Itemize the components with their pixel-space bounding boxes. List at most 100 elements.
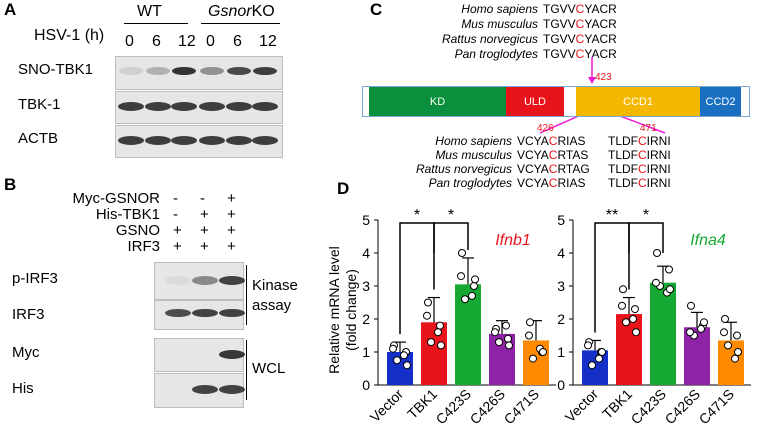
data-point	[595, 354, 603, 363]
blot-label-irf3: IRF3	[12, 306, 45, 323]
kinase-bracket	[246, 265, 247, 325]
panel-b-label: B	[4, 175, 17, 194]
species-label: Rattus norvegicus	[415, 162, 512, 176]
condition-sign: +	[200, 206, 209, 223]
data-point	[720, 328, 728, 337]
panel-d-label: D	[337, 179, 350, 198]
x-tick-label: Vector	[562, 386, 602, 426]
y-tick-label: 4	[362, 245, 370, 261]
chart-title: Ifna4	[690, 232, 726, 249]
band-tbk1	[118, 102, 144, 111]
significance-label: **	[606, 207, 618, 224]
condition-label: Myc-GSNOR	[72, 190, 161, 207]
data-point	[424, 298, 432, 307]
sequence-text: VCYACRTAS	[517, 148, 589, 162]
species-label: Mus musculus	[435, 148, 512, 162]
data-point	[622, 318, 630, 327]
data-point	[525, 331, 533, 340]
condition-label: GSNO	[115, 222, 160, 239]
domain-kd: KD	[369, 87, 506, 116]
band-p-irf3	[165, 276, 191, 285]
data-point	[458, 249, 466, 257]
bar	[523, 340, 549, 385]
data-point	[457, 272, 465, 281]
wt-header: WT	[137, 3, 162, 20]
data-point	[539, 348, 547, 356]
domain-ccd1: CCD1	[576, 87, 700, 116]
timepoint-label: 6	[233, 33, 242, 50]
timepoint-label: 6	[152, 33, 161, 50]
condition-sign: -	[200, 190, 205, 207]
data-point	[618, 301, 626, 310]
data-point	[631, 305, 639, 314]
data-point	[470, 282, 478, 290]
y-tick-label: 1	[557, 344, 565, 360]
condition-sign: +	[200, 238, 209, 255]
species-label: Rattus norvegicus	[441, 32, 538, 46]
x-tick-label: C426S	[662, 386, 704, 428]
blot-label-actb: ACTB	[18, 130, 59, 147]
y-tick-label: 2	[362, 311, 370, 327]
condition-sign: +	[173, 222, 182, 239]
sequence-text: VCYACRIAS	[517, 134, 586, 148]
data-point	[504, 334, 512, 343]
species-label: Homo sapiens	[435, 134, 512, 148]
data-point	[598, 348, 606, 356]
y-tick-label: 5	[362, 212, 370, 228]
data-point	[491, 328, 499, 337]
band-sno-tbk1	[200, 67, 224, 75]
y-tick-label: 0	[557, 377, 565, 393]
band-sno-tbk1	[172, 67, 196, 75]
y-tick-label: 0	[362, 377, 370, 393]
data-point	[495, 338, 503, 347]
band-his	[219, 385, 245, 394]
data-point	[393, 356, 401, 365]
band-his	[192, 385, 218, 394]
sequence-text: TLDFCIRNI	[608, 148, 671, 162]
band-sno-tbk1	[227, 67, 251, 75]
timepoint-label: 12	[178, 33, 196, 50]
data-point	[403, 361, 411, 370]
kinase-label: Kinase	[252, 277, 298, 294]
site-471: 471	[640, 123, 657, 134]
data-point	[686, 328, 694, 337]
band-p-irf3	[192, 276, 218, 285]
panel-a-label: A	[4, 0, 17, 19]
significance-bracket	[628, 222, 664, 290]
blot-label-sno-tbk1: SNO-TBK1	[18, 61, 94, 78]
data-point	[666, 285, 674, 294]
bar	[616, 314, 642, 385]
band-myc	[219, 350, 245, 359]
condition-label: His-TBK1	[95, 206, 160, 223]
y-tick-label: 3	[362, 278, 370, 294]
species-label: Homo sapiens	[461, 2, 538, 16]
y-tick-label: 2	[557, 311, 565, 327]
condition-sign: -	[173, 206, 178, 223]
domain-uld: ULD	[506, 87, 564, 116]
species-label: Pan troglodytes	[428, 176, 512, 190]
data-point	[721, 315, 729, 323]
y-tick-label: 4	[557, 245, 565, 261]
wcl-label: WCL	[252, 360, 286, 377]
sequence-text: TLDFCIRNI	[608, 134, 671, 148]
chart-title: Ifnb1	[495, 232, 531, 249]
sequence-text: TLDFCIRNI	[608, 162, 671, 176]
significance-bracket	[433, 222, 469, 290]
panel-c-label: C	[370, 0, 383, 19]
condition-sign: +	[227, 222, 236, 239]
significance-label: *	[414, 207, 420, 224]
condition-sign: +	[227, 206, 236, 223]
y-tick-label: 1	[362, 344, 370, 360]
data-point	[437, 341, 445, 350]
band-irf3	[219, 309, 245, 317]
data-point	[471, 275, 479, 284]
band-irf3	[192, 309, 218, 317]
data-point	[724, 341, 732, 350]
data-point	[584, 341, 592, 350]
bar	[421, 322, 447, 385]
arrowhead-423	[588, 77, 596, 84]
data-point	[588, 361, 596, 370]
data-point	[400, 351, 408, 360]
blot-label-p-irf3: p-IRF3	[12, 270, 58, 287]
